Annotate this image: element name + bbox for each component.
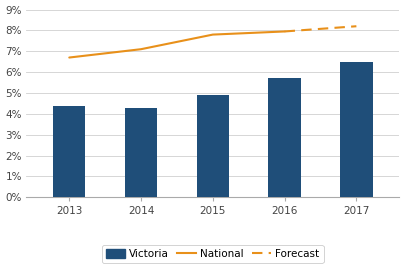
Bar (125, 108, 157, 197)
Bar (53, 105, 85, 197)
Legend: Victoria, National, Forecast: Victoria, National, Forecast (102, 245, 324, 263)
Bar (340, 62, 373, 197)
Bar (269, 78, 301, 197)
Bar (197, 95, 229, 197)
